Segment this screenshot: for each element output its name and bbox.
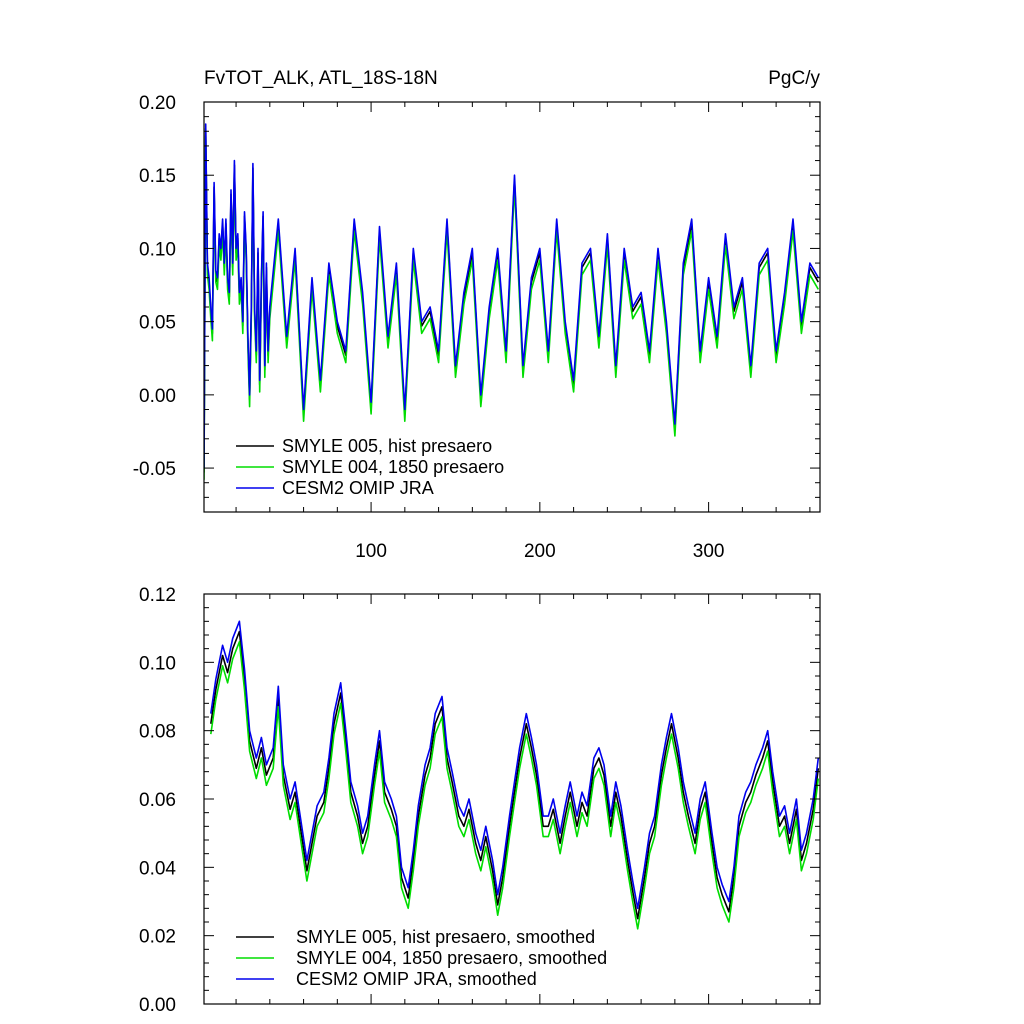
y-tick-label: 0.06 — [139, 790, 176, 811]
legend-label-omip: CESM2 OMIP JRA, smoothed — [296, 969, 537, 989]
top-panel: -0.05 0.00 0.05 0.10 0.15 0.20 100 200 300 SMYLE … — [133, 93, 821, 562]
x-tick-label: 300 — [693, 541, 725, 562]
legend-label-omip: CESM2 OMIP JRA — [282, 478, 434, 498]
legend: SMYLE 005, hist presaero, smoothedSMYLE … — [236, 927, 607, 989]
legend-label-smyle004: SMYLE 004, 1850 presaero — [282, 457, 504, 477]
y-tick-label: 0.04 — [139, 858, 176, 879]
y-tick-label: 0.05 — [139, 313, 176, 334]
y-tick-label: 0.08 — [139, 722, 176, 743]
y-tick-label: 0.10 — [139, 239, 176, 260]
y-tick-label: 0.20 — [139, 93, 176, 114]
x-tick-label: 100 — [355, 541, 387, 562]
y-tick-label: -0.05 — [133, 459, 176, 480]
legend-label-smyle004: SMYLE 004, 1850 presaero, smoothed — [296, 948, 607, 968]
units-label: PgC/y — [768, 68, 820, 89]
legend-label-smyle005: SMYLE 005, hist presaero, smoothed — [296, 927, 595, 947]
y-tick-label: 0.02 — [139, 927, 176, 948]
y-tick-label: 0.00 — [139, 995, 176, 1016]
x-tick-label: 200 — [524, 541, 556, 562]
legend-label-smyle005: SMYLE 005, hist presaero — [282, 436, 492, 456]
series-line-omip — [210, 620, 820, 910]
series-line-smyle004 — [210, 640, 820, 930]
y-tick-label: 0.00 — [139, 386, 176, 407]
y-tick-label: 0.10 — [139, 653, 176, 674]
series-line-smyle005 — [210, 630, 820, 920]
y-tick-label: 0.12 — [139, 585, 176, 606]
series-line-omip — [204, 123, 819, 469]
plot-title: FvTOT_ALK, ATL_18S-18N — [204, 68, 438, 89]
y-tick-label: 0.15 — [139, 166, 176, 187]
series-line-smyle004 — [204, 134, 819, 480]
bottom-panel: 0.00 0.02 0.04 0.06 0.08 0.10 0.12 SMYLE 005, h… — [139, 585, 821, 1016]
series-line-smyle005 — [204, 127, 819, 473]
